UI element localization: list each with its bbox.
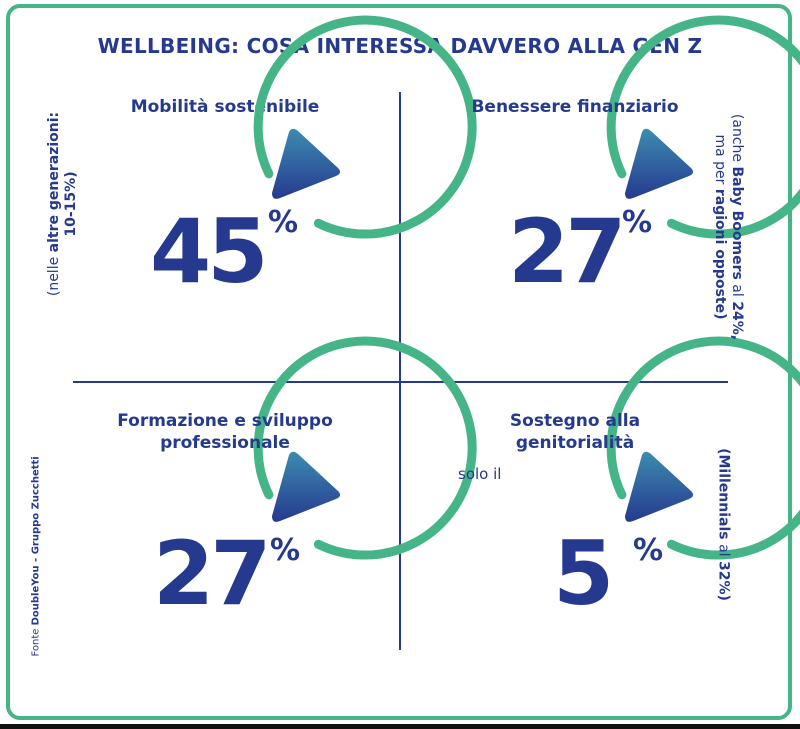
horizontal-divider (73, 381, 728, 383)
quadrant-2-note: (anche Baby Boomers al 24%, ma per ragio… (712, 113, 745, 341)
quadrant-2-value: 27 (508, 200, 626, 303)
quadrant-3-arc (253, 336, 477, 560)
quadrant-2-unit: % (622, 205, 653, 240)
quadrant-1-label: Mobilità sostenibile (130, 97, 320, 117)
quadrant-3-label: Formazione e sviluppo professionale (117, 411, 333, 453)
quadrant-3-value: 27 (153, 522, 271, 625)
quadrant-4-note: (Millennials al 32%) (715, 448, 732, 601)
quadrant-4-label: Sostegno alla genitorialità (509, 411, 641, 453)
quadrant-3-unit: % (270, 533, 301, 568)
quadrant-4-arc (606, 336, 800, 560)
quadrant-1-arc (253, 15, 477, 239)
quadrant-1-unit: % (268, 205, 299, 240)
quadrant-2-label: Benessere finanziario (471, 97, 679, 117)
quadrant-1-triangle-icon (272, 128, 341, 199)
quadrant-4-triangle-icon (625, 451, 694, 522)
quadrant-2-triangle-icon (625, 128, 694, 199)
quadrant-1-value: 45 (150, 200, 268, 303)
vertical-divider (399, 92, 401, 650)
infographic-frame (6, 4, 792, 720)
quadrant-4-prefix: solo il (458, 465, 502, 483)
quadrant-2-arc (606, 15, 800, 239)
source-credit: Fonte DoubleYou - Gruppo Zucchetti (30, 456, 42, 657)
quadrant-4-unit: % (633, 533, 664, 568)
quadrant-1-note: (nelle altre generazioni: 10-15%) (46, 111, 79, 297)
quadrant-4-value: 5 (553, 522, 614, 625)
quadrant-3-triangle-icon (272, 451, 341, 522)
infographic-title: WELLBEING: COSA INTERESSA DAVVERO ALLA G… (97, 34, 703, 58)
bottom-edge (0, 724, 800, 729)
